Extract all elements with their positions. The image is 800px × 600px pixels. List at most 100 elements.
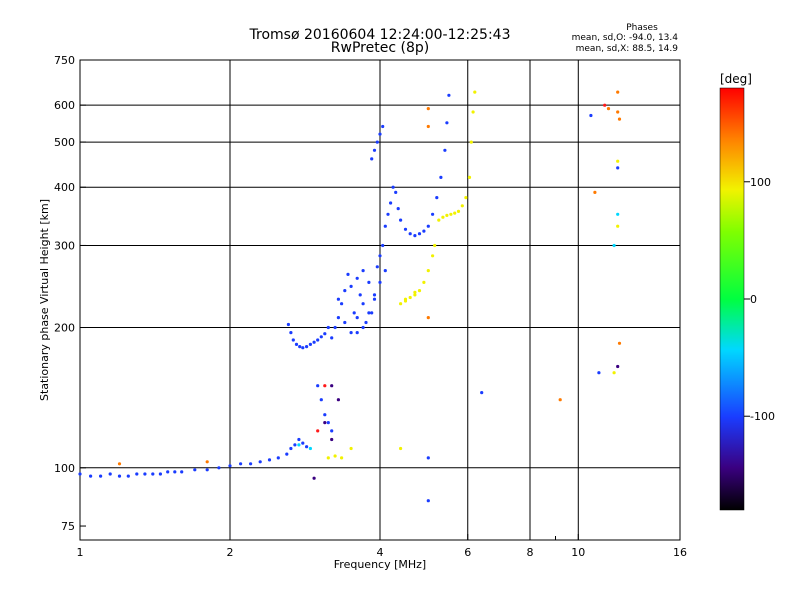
data-point [352, 311, 356, 315]
y-tick-label: 200 [54, 322, 75, 335]
data-point [413, 234, 417, 238]
data-point [361, 325, 365, 330]
data-point [364, 320, 368, 325]
data-point [612, 243, 616, 248]
data-point [426, 499, 430, 503]
data-point [381, 243, 385, 248]
data-point [616, 364, 620, 369]
data-point [294, 342, 299, 346]
data-point [408, 232, 412, 236]
data-point [319, 398, 323, 402]
data-point [413, 290, 417, 294]
data-point [473, 90, 477, 94]
data-point [449, 212, 453, 216]
data-point [126, 474, 130, 478]
data-point [326, 325, 330, 330]
data-point [326, 421, 330, 425]
data-point [316, 384, 320, 388]
data-point [267, 458, 272, 462]
data-point [399, 446, 403, 451]
data-point [367, 311, 371, 315]
data-point [298, 345, 302, 349]
data-point [441, 215, 445, 219]
data-point [417, 289, 422, 293]
data-point [117, 462, 122, 466]
data-point [370, 157, 374, 161]
grid-lines [80, 60, 680, 540]
data-point [453, 211, 457, 215]
data-point [361, 302, 365, 306]
data-point [99, 474, 103, 478]
data-point [456, 209, 461, 213]
data-point [617, 341, 622, 345]
data-point [173, 470, 177, 474]
data-point [558, 398, 562, 402]
y-tick-label: 500 [54, 136, 75, 149]
data-point [293, 443, 297, 447]
data-point [435, 196, 439, 200]
data-point [349, 446, 353, 451]
data-point [289, 331, 293, 335]
data-point [89, 474, 93, 478]
data-point [166, 470, 170, 474]
data-point [205, 460, 209, 464]
data-point [378, 132, 382, 136]
data-point [361, 269, 365, 273]
data-point [276, 456, 280, 460]
stats-heading: Phases [626, 23, 658, 33]
data-point [394, 190, 398, 194]
data-point [437, 218, 441, 222]
data-point [426, 269, 430, 273]
data-point [291, 338, 295, 342]
data-point [151, 472, 155, 476]
colorbar-tick-label: 0 [750, 293, 757, 306]
data-point [378, 254, 382, 258]
data-point [383, 269, 387, 273]
y-tick-label: 600 [54, 99, 75, 112]
data-point [346, 272, 350, 276]
data-point [326, 456, 330, 460]
data-point [433, 243, 437, 248]
data-point [343, 320, 347, 325]
data-point [336, 297, 340, 301]
data-point [217, 466, 221, 470]
data-point [403, 227, 408, 231]
data-point [408, 295, 412, 300]
data-point [616, 166, 620, 170]
data-point [426, 456, 430, 460]
data-point [597, 371, 601, 375]
chart-title: Tromsø 20160604 12:24:00-12:25:43 [249, 27, 511, 43]
data-point [396, 207, 400, 211]
data-point [447, 93, 451, 97]
data-point [372, 297, 377, 301]
x-tick-label: 4 [377, 546, 384, 559]
data-point [386, 212, 390, 216]
data-point [158, 472, 162, 476]
data-point [343, 289, 347, 293]
x-axis-label: Frequency [MHz] [334, 558, 426, 571]
y-tick-label: 750 [54, 54, 75, 67]
data-point [426, 124, 430, 129]
data-point [443, 148, 447, 152]
data-point [439, 175, 443, 179]
data-point [228, 464, 232, 468]
data-point [616, 159, 620, 163]
data-point [308, 446, 312, 451]
data-point [589, 113, 593, 118]
data-point [205, 468, 209, 472]
data-point [285, 452, 289, 456]
colorbar-gradient [720, 88, 744, 510]
data-point [117, 474, 122, 478]
data-point [464, 196, 468, 200]
colorbar-tick-label: 100 [750, 176, 771, 189]
data-point [370, 311, 374, 315]
data-point [399, 302, 403, 306]
data-point [403, 297, 408, 301]
data-point [445, 121, 449, 125]
data-point [143, 472, 147, 476]
data-point [323, 421, 327, 425]
data-point [355, 331, 359, 335]
data-point [612, 371, 616, 375]
data-point [426, 224, 430, 228]
data-point [355, 276, 359, 280]
